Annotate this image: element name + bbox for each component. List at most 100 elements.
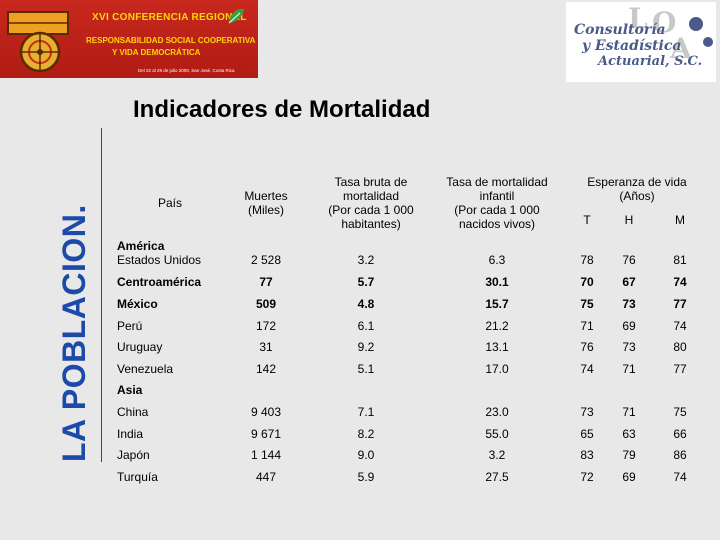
header-tasa-infantil-line: nacidos vivos) — [458, 217, 536, 231]
header-h: H — [624, 213, 634, 227]
cell-h: 76 — [622, 253, 636, 267]
banner-subtitle-1: RESPONSABILIDAD SOCIAL COOPERATIVA — [86, 36, 256, 45]
svg-text:A: A — [669, 32, 693, 65]
cell-m: 81 — [673, 253, 687, 267]
oxcart-icon — [7, 11, 69, 73]
cell-t: 76 — [580, 340, 594, 354]
cell-pais: Perú — [117, 319, 143, 333]
cell-h: 71 — [622, 362, 636, 376]
header-pais: País — [157, 196, 182, 210]
cell-pais: Uruguay — [117, 340, 163, 354]
cell-tbm: 7.1 — [357, 405, 375, 419]
cell-tmi: 6.3 — [488, 253, 506, 267]
cell-pais: China — [117, 405, 149, 419]
cell-t: 78 — [580, 253, 594, 267]
cell-t: 65 — [580, 427, 594, 441]
logo-line-2: y Estadística — [582, 38, 682, 54]
cell-pais: Centroamérica — [117, 275, 202, 289]
cell-tmi: 17.0 — [485, 362, 509, 376]
cell-muertes: 172 — [255, 319, 277, 333]
cell-pais: Venezuela — [117, 362, 174, 376]
logo-line-1: Consultoría — [574, 22, 666, 38]
cell-m: 75 — [673, 405, 687, 419]
cell-tmi: 13.1 — [485, 340, 509, 354]
cell-t: 71 — [580, 319, 594, 333]
header-m: M — [675, 213, 685, 227]
banner-subtitle-2: Y VIDA DEMOCRÁTICA — [112, 48, 201, 57]
cell-pais: México — [117, 297, 158, 311]
cell-tbm: 9.2 — [357, 340, 375, 354]
cell-muertes: 447 — [255, 470, 277, 484]
header-tasa-infantil-line: (Por cada 1 000 — [454, 203, 540, 217]
group-label-asia: Asia — [117, 383, 143, 397]
cell-tbm: 5.9 — [357, 470, 375, 484]
cell-t: 83 — [580, 448, 594, 462]
header-esperanza-line: Esperanza de vida — [587, 175, 687, 189]
cell-t: 75 — [580, 297, 594, 311]
header-muertes-line: (Miles) — [248, 203, 284, 217]
cell-t: 72 — [580, 470, 594, 484]
cell-muertes: 9 403 — [250, 405, 282, 419]
cell-m: 66 — [673, 427, 687, 441]
header-tasa-infantil: Tasa de mortalidad infantil (Por cada 1 … — [436, 175, 558, 231]
header-esperanza: Esperanza de vida (Años) — [578, 175, 696, 203]
cell-h: 71 — [622, 405, 636, 419]
cell-m: 77 — [673, 297, 687, 311]
cell-m: 77 — [673, 362, 687, 376]
cell-h: 69 — [622, 470, 636, 484]
conference-banner-logo: XVI CONFERENCIA REGIONAL RESPONSABILIDAD… — [0, 0, 258, 78]
cell-h: 79 — [622, 448, 636, 462]
cell-m: 80 — [673, 340, 687, 354]
group-label-america: América — [117, 239, 165, 253]
cell-pais: Estados Unidos — [117, 253, 202, 267]
cell-tbm: 5.7 — [357, 275, 375, 289]
vertical-title: LA POBLACION. — [56, 204, 92, 462]
cell-pais: Japón — [117, 448, 150, 462]
banner-title: XVI CONFERENCIA REGIONAL — [92, 12, 247, 23]
cell-tbm: 3.2 — [357, 253, 375, 267]
header-muertes: Muertes (Miles) — [226, 189, 306, 217]
cell-tmi: 30.1 — [485, 275, 509, 289]
cell-tbm: 9.0 — [357, 448, 375, 462]
lozano-mark-icon: L O A — [628, 2, 713, 65]
cell-muertes: 2 528 — [250, 253, 282, 267]
cell-h: 67 — [622, 275, 636, 289]
header-tasa-infantil-line: Tasa de mortalidad — [446, 175, 548, 189]
cell-tmi: 15.7 — [485, 297, 509, 311]
cell-muertes: 9 671 — [250, 427, 282, 441]
cell-tmi: 3.2 — [488, 448, 506, 462]
cell-m: 74 — [673, 470, 687, 484]
svg-text:O: O — [652, 6, 676, 39]
cell-tbm: 4.8 — [357, 297, 375, 311]
cell-t: 74 — [580, 362, 594, 376]
cell-h: 73 — [622, 340, 636, 354]
cell-tmi: 27.5 — [485, 470, 509, 484]
cell-pais: India — [117, 427, 144, 441]
leaf-icon — [228, 8, 244, 24]
cell-muertes: 509 — [255, 297, 277, 311]
header-tasa-bruta-line: habitantes) — [341, 217, 401, 231]
cell-h: 63 — [622, 427, 636, 441]
logo-line-3: Actuarial, S.C. — [598, 54, 703, 69]
header-muertes-line: Muertes — [244, 189, 288, 203]
header-tasa-bruta-line: Tasa bruta de — [334, 175, 408, 189]
header-tasa-bruta-line: mortalidad — [342, 189, 400, 203]
cell-tbm: 5.1 — [357, 362, 375, 376]
consultoria-logo: L O A Consultoría y Estadística Actuaria… — [566, 2, 716, 82]
cell-tbm: 6.1 — [357, 319, 375, 333]
cell-m: 74 — [673, 275, 687, 289]
title-divider — [101, 128, 102, 462]
header-tasa-bruta-line: (Por cada 1 000 — [328, 203, 414, 217]
cell-m: 86 — [673, 448, 687, 462]
cell-h: 69 — [622, 319, 636, 333]
cell-pais: Turquía — [117, 470, 158, 484]
cell-tbm: 8.2 — [357, 427, 375, 441]
cell-muertes: 142 — [255, 362, 277, 376]
cell-muertes: 31 — [259, 340, 273, 354]
cell-tmi: 23.0 — [485, 405, 509, 419]
cell-tmi: 21.2 — [485, 319, 509, 333]
header-tasa-infantil-line: infantil — [479, 189, 515, 203]
cell-tmi: 55.0 — [485, 427, 509, 441]
cell-m: 74 — [673, 319, 687, 333]
cell-t: 73 — [580, 405, 594, 419]
